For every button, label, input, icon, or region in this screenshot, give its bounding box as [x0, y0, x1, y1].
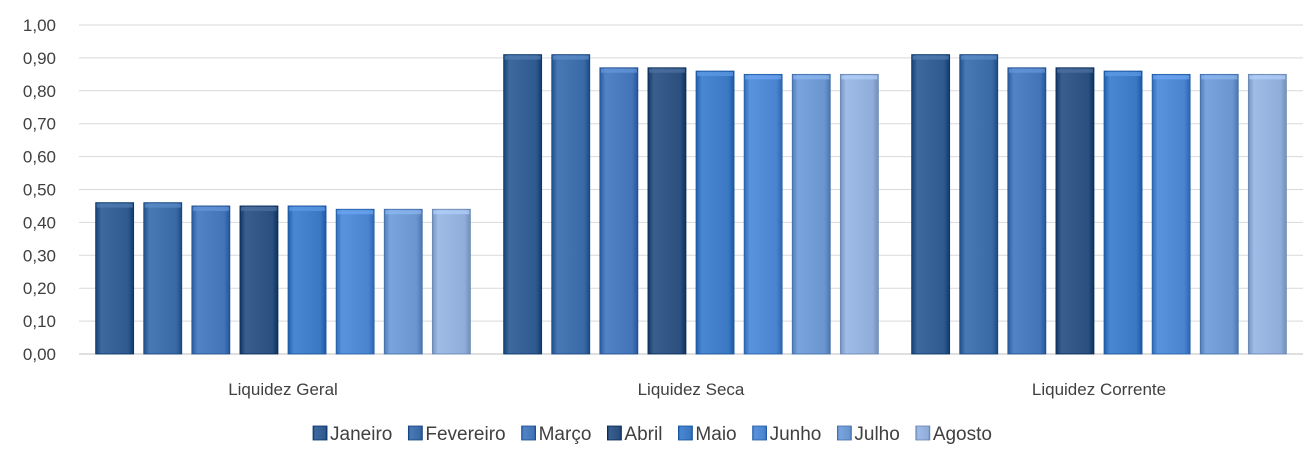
bar-top-bevel [1056, 68, 1093, 73]
legend-swatch [521, 425, 537, 441]
legend-label: Janeiro [330, 424, 392, 445]
bar-top-bevel [1105, 72, 1142, 77]
bar-março-3 [1007, 67, 1047, 355]
legend-label: Maio [695, 424, 736, 445]
bar-março-1 [191, 205, 231, 355]
bar-top-bevel [841, 75, 878, 80]
y-tick-label: 0,20 [23, 279, 56, 298]
legend-swatch [312, 425, 328, 441]
legend-swatch [915, 425, 931, 441]
bar-top-bevel [1249, 75, 1286, 80]
legend-swatch [678, 425, 693, 441]
gridlines [79, 24, 1303, 355]
bar-fevereiro-2 [551, 54, 591, 355]
legend-label: Agosto [933, 424, 992, 445]
x-category-label: Liquidez Seca [638, 380, 745, 399]
bar-maio-1 [287, 205, 327, 355]
y-tick-label: 0,40 [23, 213, 56, 232]
legend-swatch [607, 425, 622, 441]
legend-label: Fevereiro [425, 424, 505, 445]
bar-top-bevel [337, 210, 374, 215]
bar-top-bevel [96, 203, 133, 208]
y-tick-label: 0,80 [23, 82, 56, 101]
bar-top-bevel [912, 55, 949, 60]
bar-julho-2 [791, 73, 831, 355]
bars [95, 54, 1287, 355]
bar-janeiro-1 [95, 202, 135, 355]
y-tick-label: 0,60 [23, 148, 56, 167]
bar-março-2 [599, 67, 639, 355]
bar-maio-3 [1103, 70, 1143, 355]
y-tick-label: 0,30 [23, 246, 56, 265]
bar-top-bevel [433, 210, 470, 215]
bar-abril-3 [1055, 67, 1095, 355]
legend-swatch [752, 425, 768, 441]
legend-swatch [836, 425, 852, 441]
bar-agosto-2 [839, 73, 879, 355]
bar-agosto-1 [431, 208, 471, 355]
y-axis: 0,00 0,10 0,20 0,30 0,40 0,50 0,60 0,70 0,80 0,90… [23, 16, 56, 364]
bar-top-bevel [504, 55, 541, 60]
bar-top-bevel [1008, 68, 1045, 73]
bar-top-bevel [192, 206, 229, 211]
legend: Janeiro Fevereiro Março Abril Maio Junho Julho… [312, 424, 992, 445]
bar-abril-1 [239, 205, 279, 355]
bar-julho-1 [383, 208, 423, 355]
bar-agosto-3 [1247, 73, 1287, 355]
legend-label: Julho [854, 424, 899, 445]
bar-junho-1 [335, 208, 375, 355]
bar-top-bevel [144, 203, 181, 208]
legend-label: Março [539, 424, 592, 445]
legend-label: Junho [770, 424, 822, 445]
bar-top-bevel [648, 68, 685, 73]
bar-janeiro-3 [911, 54, 951, 355]
bar-junho-3 [1151, 73, 1191, 355]
y-tick-label: 0,10 [23, 312, 56, 331]
bar-top-bevel [552, 55, 589, 60]
x-axis: Liquidez Geral Liquidez Seca Liquidez Corr… [228, 380, 1166, 399]
bar-fevereiro-3 [959, 54, 999, 355]
bar-janeiro-2 [503, 54, 543, 355]
bar-top-bevel [240, 206, 277, 211]
y-tick-label: 1,00 [23, 16, 56, 35]
y-tick-label: 0,50 [23, 181, 56, 200]
x-category-label: Liquidez Corrente [1032, 380, 1166, 399]
bar-top-bevel [745, 75, 782, 80]
legend-swatch [407, 425, 423, 441]
bar-julho-3 [1199, 73, 1239, 355]
y-tick-label: 0,70 [23, 115, 56, 134]
bar-top-bevel [960, 55, 997, 60]
bar-top-bevel [697, 72, 734, 77]
bar-top-bevel [1153, 75, 1190, 80]
y-tick-label: 0,00 [23, 345, 56, 364]
bar-fevereiro-1 [143, 202, 183, 355]
legend-label: Abril [624, 424, 662, 445]
y-tick-label: 0,90 [23, 49, 56, 68]
bar-top-bevel [385, 210, 422, 215]
bar-top-bevel [793, 75, 830, 80]
bar-abril-2 [647, 67, 687, 355]
x-category-label: Liquidez Geral [228, 380, 338, 399]
bar-junho-2 [743, 73, 783, 355]
bar-maio-2 [695, 70, 735, 355]
bar-top-bevel [1201, 75, 1238, 80]
bar-top-bevel [600, 68, 637, 73]
bar-top-bevel [289, 206, 326, 211]
